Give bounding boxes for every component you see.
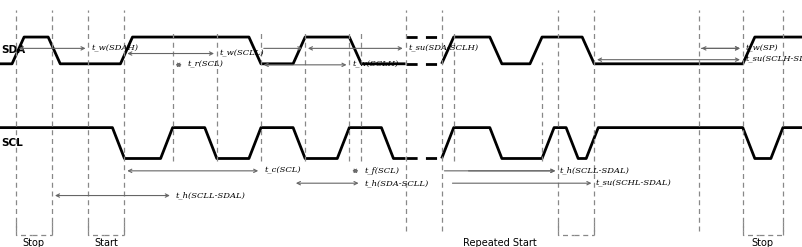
Text: t_w(SP): t_w(SP): [745, 44, 778, 52]
Text: Stop: Stop: [751, 238, 773, 247]
Text: t_h(SCLL-SDAL): t_h(SCLL-SDAL): [176, 191, 245, 200]
Text: t_c(SCL): t_c(SCL): [264, 167, 301, 175]
Text: t_su(SCLH-SDAH): t_su(SCLH-SDAH): [745, 56, 802, 64]
Text: Repeated Start: Repeated Start: [462, 238, 536, 247]
Text: t_r(SCL): t_r(SCL): [188, 61, 224, 69]
Text: SCL: SCL: [2, 138, 23, 148]
Text: t_h(SDA-SCLL): t_h(SDA-SCLL): [364, 179, 428, 187]
Text: Start: Start: [94, 238, 118, 247]
Text: t_f(SCL): t_f(SCL): [364, 167, 399, 175]
Text: t_w(SCLH): t_w(SCLH): [352, 61, 399, 69]
Text: t_w(SDAH): t_w(SDAH): [91, 44, 139, 52]
Text: SDA: SDA: [2, 45, 26, 55]
Text: Stop: Stop: [22, 238, 45, 247]
Text: t_su(SDA-SCLH): t_su(SDA-SCLH): [408, 44, 478, 52]
Text: t_w(SCLL): t_w(SCLL): [220, 49, 265, 58]
Text: t_h(SCLL-SDAL): t_h(SCLL-SDAL): [559, 167, 629, 175]
Text: t_su(SCHL-SDAL): t_su(SCHL-SDAL): [595, 179, 670, 187]
